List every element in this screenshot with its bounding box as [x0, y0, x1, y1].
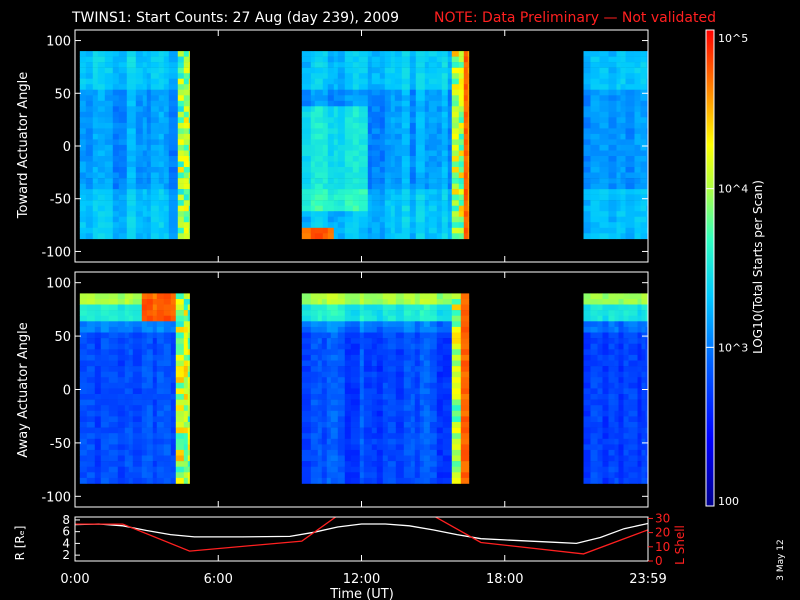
orbit-y-tick-label: 2: [62, 548, 70, 562]
heatmap-interval: [583, 293, 649, 484]
orbit-y-tick-label: 8: [62, 513, 70, 527]
date-stamp: 3 May 12: [776, 539, 786, 581]
x-tick-label: 0:00: [60, 572, 89, 587]
colorbar-tick-label: 10^4: [718, 183, 748, 196]
heatmap-interval: [583, 51, 649, 240]
colorbar: LOG10(Total Starts per Scan) 10^510^410^…: [705, 29, 765, 508]
x-tick-label: 6:00: [204, 572, 233, 587]
colorbar-tick-label: 100: [718, 495, 739, 508]
y-tick-label: -50: [50, 193, 71, 208]
y-tick-label: -100: [41, 245, 71, 260]
preliminary-note: NOTE: Data Preliminary — Not validated: [434, 10, 716, 26]
heatmap-interval: [301, 293, 470, 484]
y-tick-label: -100: [41, 490, 71, 505]
x-tick-label: 12:00: [343, 572, 380, 587]
colorbar-gradient: [705, 29, 715, 507]
heatmap-interval: [301, 51, 470, 240]
orbit-y-tick-label: 6: [62, 525, 70, 539]
y-tick-label: 0: [63, 384, 71, 399]
orbit-y-tick-label: 4: [62, 536, 70, 550]
colorbar-label: LOG10(Total Starts per Scan): [751, 180, 765, 354]
y-tick-label: 50: [54, 87, 71, 102]
orbit-right-tick-label: 0: [655, 554, 663, 568]
heatmap-interval: [79, 293, 190, 484]
orbit-right-tick-label: 10: [655, 540, 670, 554]
radius-line: [75, 522, 648, 545]
x-tick-label: 18:00: [486, 572, 523, 587]
colorbar-ticks: 10^5 10^4 10^3 100: [706, 29, 748, 508]
toward-heatmap-panel: 100 50 0 -50 -100: [41, 29, 649, 263]
away-heatmap-panel: 100 50 0 -50 -100: [41, 271, 649, 508]
colorbar-tick-label: 10^5: [718, 32, 748, 45]
chart-title: TWINS1: Start Counts: 27 Aug (day 239), …: [71, 10, 399, 26]
away-ylabel: Away Actuator Angle: [16, 322, 31, 457]
x-tick-label: 23:59: [629, 572, 666, 587]
y-tick-label: -50: [50, 437, 71, 452]
y-tick-label: 50: [54, 330, 71, 345]
colorbar-tick-label: 10^3: [718, 341, 748, 354]
orbit-left-ylabel: R [Rₑ]: [13, 526, 27, 561]
y-tick-label: 0: [63, 140, 71, 155]
heatmap-interval: [79, 51, 190, 240]
orbit-right-tick-label: 30: [655, 511, 670, 525]
toward-ylabel: Toward Actuator Angle: [16, 72, 31, 219]
y-tick-label: 100: [46, 277, 71, 292]
x-axis-label: Time (UT): [329, 587, 394, 600]
y-tick-label: 100: [46, 35, 71, 50]
orbit-right-ylabel: L Shell: [673, 525, 687, 565]
l-shell-line: [75, 517, 648, 555]
orbit-right-tick-label: 20: [655, 526, 670, 540]
